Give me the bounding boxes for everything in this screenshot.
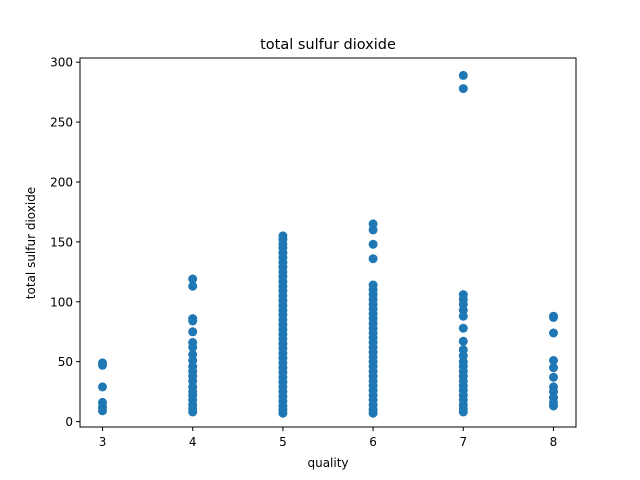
x-tick-label: 3 (99, 435, 107, 449)
x-tick-label: 5 (279, 435, 287, 449)
scatter-point (549, 401, 558, 411)
scatter-point (98, 382, 107, 392)
x-tick-label: 6 (369, 435, 377, 449)
x-tick-label: 4 (189, 435, 197, 449)
scatter-point (549, 363, 558, 373)
x-tick-label: 7 (459, 435, 467, 449)
scatter-point (188, 281, 198, 291)
scatter-point (549, 372, 558, 382)
scatter-point (458, 336, 468, 346)
scatter-point (458, 323, 468, 333)
scatter-point (549, 356, 558, 365)
scatter-point (549, 328, 558, 338)
x-axis-label: quality (307, 456, 348, 470)
scatter-point (278, 408, 288, 418)
y-tick-label: 0 (65, 415, 73, 429)
scatter-point (188, 327, 198, 337)
scatter-point (188, 342, 198, 352)
chart-title: total sulfur dioxide (260, 37, 396, 53)
scatter-point (458, 311, 468, 321)
plot-frame (79, 57, 577, 428)
scatter-point (458, 84, 468, 94)
y-tick-label: 300 (50, 56, 73, 70)
y-tick-label: 200 (50, 175, 73, 189)
scatter-point (98, 406, 107, 416)
scatter-point (458, 407, 468, 417)
y-tick-label: 250 (50, 116, 73, 130)
x-axis-ticks: 3 4 5 6 7 8 (99, 427, 558, 449)
scatter-point (368, 408, 378, 418)
scatter-point (458, 70, 468, 80)
scatter-point (98, 360, 107, 370)
y-tick-label: 50 (58, 355, 73, 369)
data-points (98, 70, 558, 418)
y-tick-label: 100 (50, 295, 73, 309)
y-tick-label: 150 (50, 235, 73, 249)
x-tick-label: 8 (550, 435, 558, 449)
scatter-point (188, 274, 198, 284)
scatter-point (188, 316, 198, 326)
y-axis-label: total sulfur dioxide (24, 187, 38, 299)
scatter-point (549, 312, 558, 322)
y-axis-ticks: 0 50 100 150 200 250 300 (50, 56, 80, 429)
scatter-point (368, 225, 378, 235)
scatter-point (188, 407, 198, 417)
scatter-point (368, 239, 378, 249)
scatter-point (368, 254, 378, 264)
